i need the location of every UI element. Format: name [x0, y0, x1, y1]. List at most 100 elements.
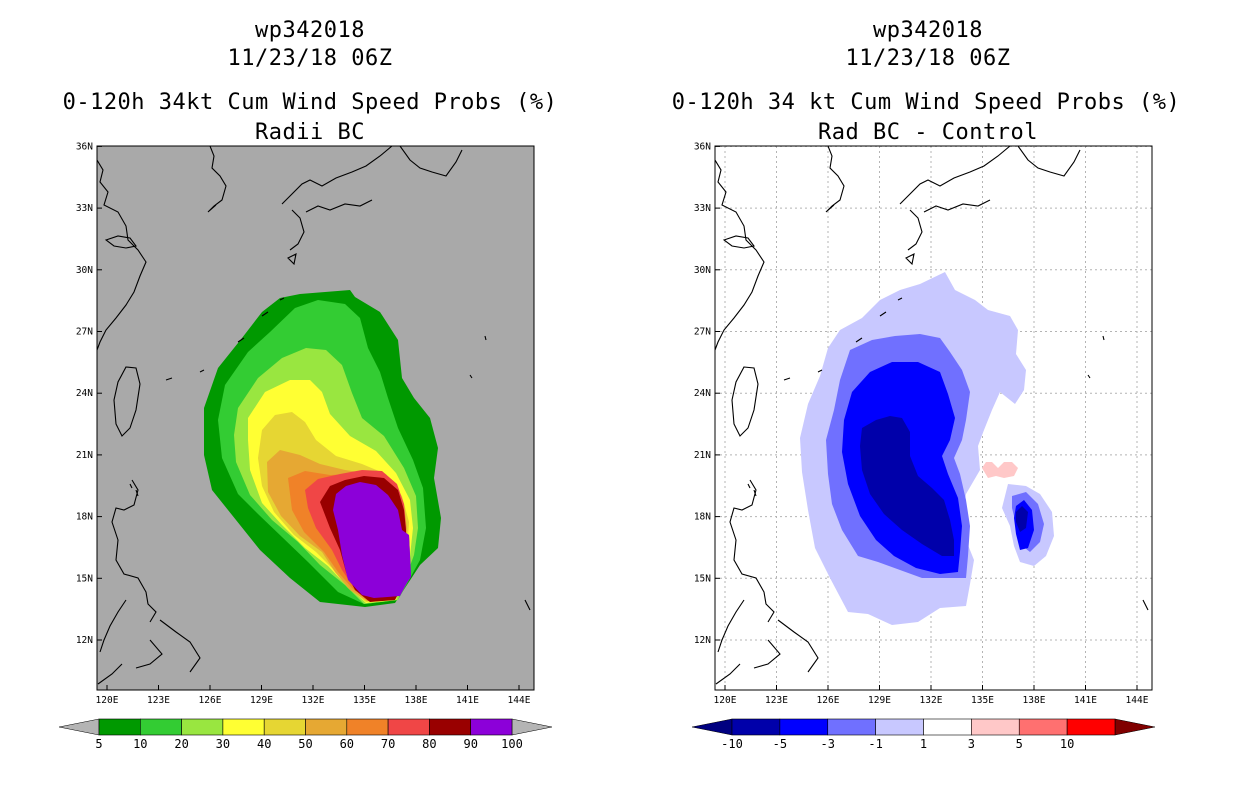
colorbar-swatch: [971, 718, 1020, 736]
y-tick-label: 36N: [76, 141, 93, 152]
x-tick-label: 126E: [817, 695, 840, 706]
colorbar-swatch: [1066, 718, 1116, 736]
x-tick-label: 141E: [1074, 695, 1097, 706]
right-coast-japan-north: [1017, 146, 1081, 177]
colorbar-swatch: [470, 718, 513, 736]
left-y-ticks: 12N 15N 18N 21N 24N 27N 30N 33N 36N: [76, 141, 102, 646]
colorbar-swatch: [98, 718, 141, 736]
y-tick-label: 27N: [76, 327, 93, 338]
x-tick-label: 120E: [96, 695, 119, 706]
x-tick-label: 135E: [971, 695, 994, 706]
colorbar-swatch: [181, 718, 224, 736]
x-tick-label: 126E: [199, 695, 222, 706]
right-map: 120E 123E 126E 129E 132E 135E 138E 141E 144E 12N…: [691, 141, 1156, 751]
colorbar-swatch: [731, 718, 781, 736]
right-coast-yellowsea-island: [722, 235, 755, 249]
y-tick-label: 27N: [694, 327, 711, 338]
colorbar-label: 1: [920, 737, 927, 751]
colorbar-label: -10: [721, 737, 743, 751]
prob-contour-100: [342, 487, 411, 592]
right-y-ticks: 12N 15N 18N 21N 24N 27N 30N 33N 36N: [694, 141, 720, 646]
colorbar-swatch: [263, 718, 306, 736]
y-tick-label: 30N: [694, 265, 711, 276]
left-coast-japan: [281, 146, 393, 266]
colorbar-high-extension: [511, 718, 553, 736]
left-colorbar: 5 10 20 30 40 50 60 70 80 90 100: [58, 718, 553, 751]
right-title-storm-id: wp342018: [873, 18, 983, 43]
colorbar-swatch: [305, 718, 348, 736]
x-tick-label: 138E: [1023, 695, 1046, 706]
left-axes: 120E 123E 126E 129E 132E 135E 138E 141E 144E 12N…: [76, 141, 535, 706]
right-coast-china: [715, 159, 765, 351]
colorbar-label: -5: [773, 737, 787, 751]
y-tick-label: 12N: [76, 635, 93, 646]
colorbar-swatch: [429, 718, 471, 736]
left-axes-frame: [96, 145, 535, 691]
left-coast-korea: [207, 146, 227, 213]
left-coast-luzon: [97, 479, 201, 685]
y-tick-label: 24N: [76, 388, 93, 399]
colorbar-label: -3: [821, 737, 835, 751]
right-difference-contours: [800, 272, 1054, 625]
left-coast-taiwan: [113, 366, 141, 437]
x-tick-label: 132E: [302, 695, 325, 706]
colorbar-swatch: [827, 718, 876, 736]
diff-contour-plus1: [982, 462, 1018, 478]
right-title-datetime: 11/23/18 06Z: [845, 46, 1011, 71]
right-title-product: 0-120h 34 kt Cum Wind Speed Probs (%): [671, 90, 1181, 115]
right-axes-frame: [714, 145, 1153, 691]
x-tick-label: 132E: [920, 695, 943, 706]
y-tick-label: 33N: [694, 203, 711, 214]
colorbar-label: 100: [501, 737, 523, 751]
colorbar-label: 40: [257, 737, 271, 751]
y-tick-label: 18N: [76, 512, 93, 523]
colorbar-swatch: [140, 718, 182, 736]
y-tick-label: 21N: [76, 450, 93, 461]
left-title-storm-id: wp342018: [255, 18, 365, 43]
colorbar-high-extension: [1114, 718, 1156, 736]
colorbar-label: 80: [422, 737, 436, 751]
colorbar-label: 30: [216, 737, 230, 751]
x-tick-label: 123E: [765, 695, 788, 706]
x-tick-label: 141E: [456, 695, 479, 706]
left-coast-japan-north: [399, 146, 463, 177]
colorbar-label: 50: [298, 737, 312, 751]
colorbar-label: 90: [463, 737, 477, 751]
right-x-ticks: 120E 123E 126E 129E 132E 135E 138E 141E 144E: [714, 685, 1149, 706]
colorbar-low-extension: [691, 718, 733, 736]
right-coast-luzon: [715, 479, 819, 685]
x-tick-label: 135E: [353, 695, 376, 706]
left-title-datetime: 11/23/18 06Z: [227, 46, 393, 71]
y-tick-label: 15N: [76, 573, 93, 584]
left-probability-contours: [204, 290, 441, 607]
colorbar-swatch: [346, 718, 389, 736]
left-x-ticks: 120E 123E 126E 129E 132E 135E 138E 141E 144E: [96, 685, 531, 706]
right-coastlines: [715, 146, 1149, 685]
colorbar-label: 3: [968, 737, 975, 751]
colorbar-low-extension: [58, 718, 100, 736]
x-tick-label: 120E: [714, 695, 737, 706]
y-tick-label: 30N: [76, 265, 93, 276]
colorbar-label: -1: [868, 737, 882, 751]
x-tick-label: 129E: [868, 695, 891, 706]
right-coast-korea: [825, 146, 845, 213]
right-title-variant: Rad BC - Control: [818, 120, 1038, 145]
left-title-product: 0-120h 34kt Cum Wind Speed Probs (%): [62, 90, 558, 115]
colorbar-label: 70: [381, 737, 395, 751]
colorbar-label: 60: [340, 737, 354, 751]
left-coast-yellowsea-island: [104, 235, 137, 249]
x-tick-label: 138E: [405, 695, 428, 706]
left-coast-islands: [129, 297, 531, 611]
y-tick-label: 24N: [694, 388, 711, 399]
right-coast-islands: [747, 297, 1149, 611]
y-tick-label: 21N: [694, 450, 711, 461]
colorbar-label: 20: [174, 737, 188, 751]
colorbar-swatch: [779, 718, 829, 736]
colorbar-label: 10: [1060, 737, 1074, 751]
right-coast-taiwan: [731, 366, 759, 437]
y-tick-label: 12N: [694, 635, 711, 646]
y-tick-label: 33N: [76, 203, 93, 214]
x-tick-label: 129E: [250, 695, 273, 706]
right-axes: 120E 123E 126E 129E 132E 135E 138E 141E 144E 12N…: [694, 141, 1153, 706]
